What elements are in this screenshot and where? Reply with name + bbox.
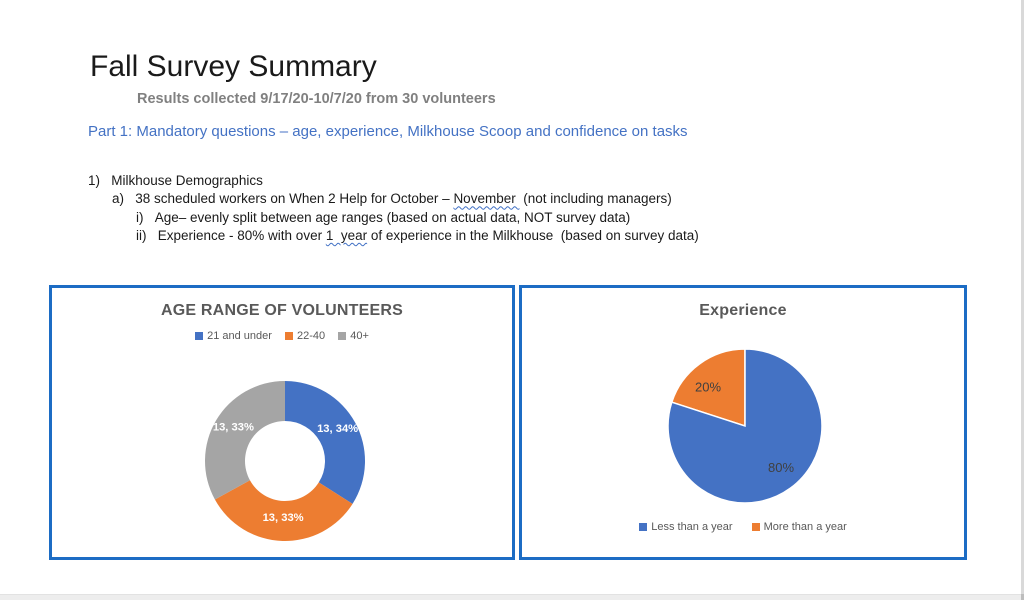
svg-text:80%: 80%: [768, 460, 794, 475]
svg-text:13, 34%: 13, 34%: [317, 423, 358, 435]
svg-text:13, 33%: 13, 33%: [213, 422, 254, 434]
svg-text:20%: 20%: [695, 379, 721, 394]
svg-text:13, 33%: 13, 33%: [263, 512, 304, 524]
